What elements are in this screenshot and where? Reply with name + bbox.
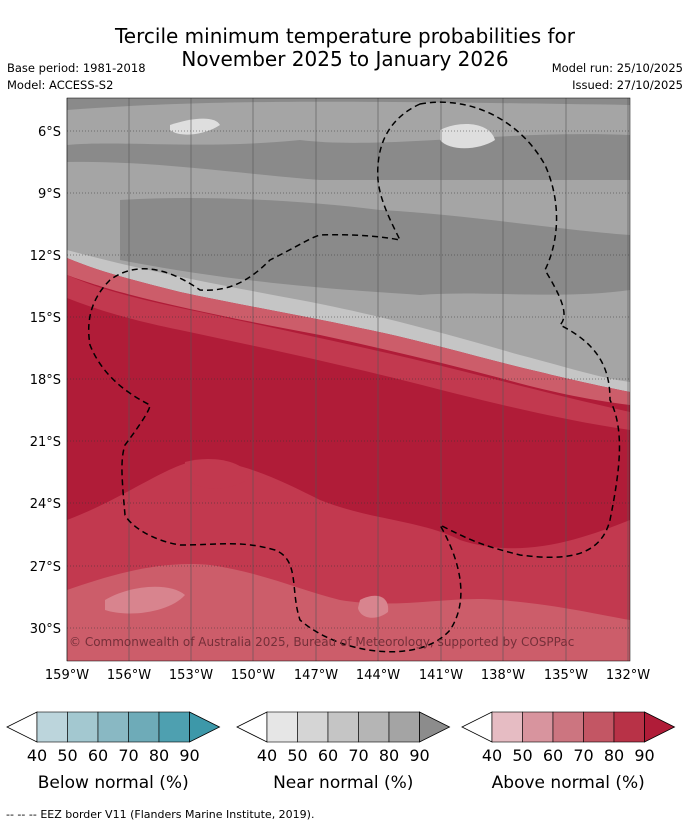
colorbar-segment	[388, 711, 420, 743]
colorbar-segment	[583, 711, 615, 743]
latitude-tick-label: 12°S	[30, 249, 61, 264]
near-normal-band-70-inner	[120, 198, 630, 295]
colorbar-tick-label: 70	[348, 746, 368, 765]
model-name: Model: ACCESS-S2	[7, 78, 114, 92]
colorbar-tick-label: 40	[27, 746, 47, 765]
above-normal-edge-70	[67, 258, 630, 405]
latitude-labels: 6°S 9°S 12°S 15°S 18°S 21°S 24°S 27°S 30°S	[30, 125, 61, 637]
colorbar-over-triangle	[419, 711, 451, 743]
colorbar-tick-label: 80	[379, 746, 399, 765]
longitude-tick-label: 159°W	[45, 668, 89, 683]
colorbar-tick-label: 40	[257, 746, 277, 765]
colorbar-segment	[613, 711, 645, 743]
colorbar-over-triangle	[189, 711, 221, 743]
above-normal-patch-60	[105, 586, 185, 614]
map-frame	[66, 97, 631, 662]
colorbar-segment	[67, 711, 99, 743]
colorbar-tick-label: 50	[512, 746, 532, 765]
longitude-tick-label: 150°W	[231, 668, 275, 683]
latitude-tick-label: 24°S	[30, 497, 61, 512]
colorbar-under-triangle	[461, 711, 493, 743]
colorbar-segment	[522, 711, 554, 743]
above-normal-patch-60b	[358, 595, 389, 618]
colorbar-tick-label: 60	[318, 746, 338, 765]
colorbar-segment	[358, 711, 390, 743]
colorbar-segment	[158, 711, 190, 743]
longitude-tick-label: 147°W	[294, 668, 338, 683]
colorbar-title: Above normal (%)	[492, 773, 645, 793]
near-normal-band-50	[67, 250, 630, 392]
colorbar-tick-label: 70	[118, 746, 138, 765]
longitude-tick-label: 153°W	[169, 668, 213, 683]
longitude-tick-label: 156°W	[107, 668, 151, 683]
colorbar-tick-label: 60	[543, 746, 563, 765]
colorbar-segment	[266, 711, 298, 743]
longitude-tick-label: 144°W	[356, 668, 400, 683]
colorbar-segment	[327, 711, 359, 743]
latitude-tick-label: 15°S	[30, 311, 61, 326]
colorbar-title: Below normal (%)	[38, 773, 189, 793]
copyright-text: © Commonwealth of Australia 2025, Bureau…	[69, 635, 574, 649]
latitude-tick-label: 18°S	[30, 373, 61, 388]
colorbar-0: 40 50 60 70 80 90 Below normal (%)	[6, 711, 221, 793]
colorbar-tick-label: 90	[409, 746, 429, 765]
latitude-tick-label: 30°S	[30, 622, 61, 637]
eez-legend: -- -- -- EEZ border V11 (Flanders Marine…	[6, 808, 314, 821]
above-normal-band-70	[67, 564, 630, 661]
colorbar-tick-label: 80	[149, 746, 169, 765]
colorbar-over-triangle	[644, 711, 676, 743]
base-period: Base period: 1981-2018	[7, 61, 146, 75]
latitude-tick-label: 21°S	[30, 435, 61, 450]
map-gridlines	[66, 98, 630, 661]
longitude-tick-label: 141°W	[419, 668, 463, 683]
colorbar-under-triangle	[236, 711, 268, 743]
colorbar-segment	[36, 711, 68, 743]
eez-legend-text: EEZ border V11 (Flanders Marine Institut…	[40, 808, 315, 821]
map-plot-area	[67, 98, 630, 661]
colorbar-1: 40 50 60 70 80 90 Near normal (%)	[236, 711, 451, 793]
longitude-labels: 159°W 156°W 153°W 150°W 147°W 144°W 141°W 138°W…	[45, 668, 650, 683]
map-title-line1: Tercile minimum temperature probabilitie…	[114, 24, 576, 48]
colorbar-title: Near normal (%)	[273, 773, 413, 793]
colorbar-tick-label: 90	[179, 746, 199, 765]
model-run-date: Model run: 25/10/2025	[551, 61, 683, 75]
near-normal-patch-light	[440, 124, 495, 149]
near-normal-patch-light2	[170, 118, 220, 135]
colorbar-tick-label: 60	[88, 746, 108, 765]
longitude-tick-label: 135°W	[544, 668, 588, 683]
latitude-tick-label: 27°S	[30, 560, 61, 575]
colorbar-2: 40 50 60 70 80 90 Above normal (%)	[461, 711, 676, 793]
colorbar-tick-label: 70	[573, 746, 593, 765]
colorbar-segment	[297, 711, 329, 743]
eez-legend-dash: -- -- --	[6, 808, 37, 821]
colorbar-tick-label: 90	[634, 746, 654, 765]
colorbar-segment	[491, 711, 523, 743]
latitude-tick-label: 9°S	[38, 187, 61, 202]
above-normal-edge-80	[67, 275, 630, 430]
map-title-line2: November 2025 to January 2026	[181, 47, 509, 71]
colorbar-legends: 40 50 60 70 80 90 Below normal (%) 40 50 60 70 80 90…	[6, 711, 676, 793]
colorbar-segment	[97, 711, 129, 743]
colorbar-segment	[128, 711, 160, 743]
latitude-tick-label: 6°S	[38, 125, 61, 140]
eez-border-line	[88, 101, 621, 653]
colorbar-tick-label: 50	[57, 746, 77, 765]
longitude-tick-label: 132°W	[606, 668, 650, 683]
colorbar-tick-label: 80	[604, 746, 624, 765]
colorbar-tick-label: 50	[287, 746, 307, 765]
colorbar-tick-label: 40	[482, 746, 502, 765]
colorbar-under-triangle	[6, 711, 38, 743]
longitude-tick-label: 138°W	[481, 668, 525, 683]
issued-date: Issued: 27/10/2025	[572, 78, 683, 92]
colorbar-segment	[552, 711, 584, 743]
above-normal-patch-80	[185, 458, 250, 489]
